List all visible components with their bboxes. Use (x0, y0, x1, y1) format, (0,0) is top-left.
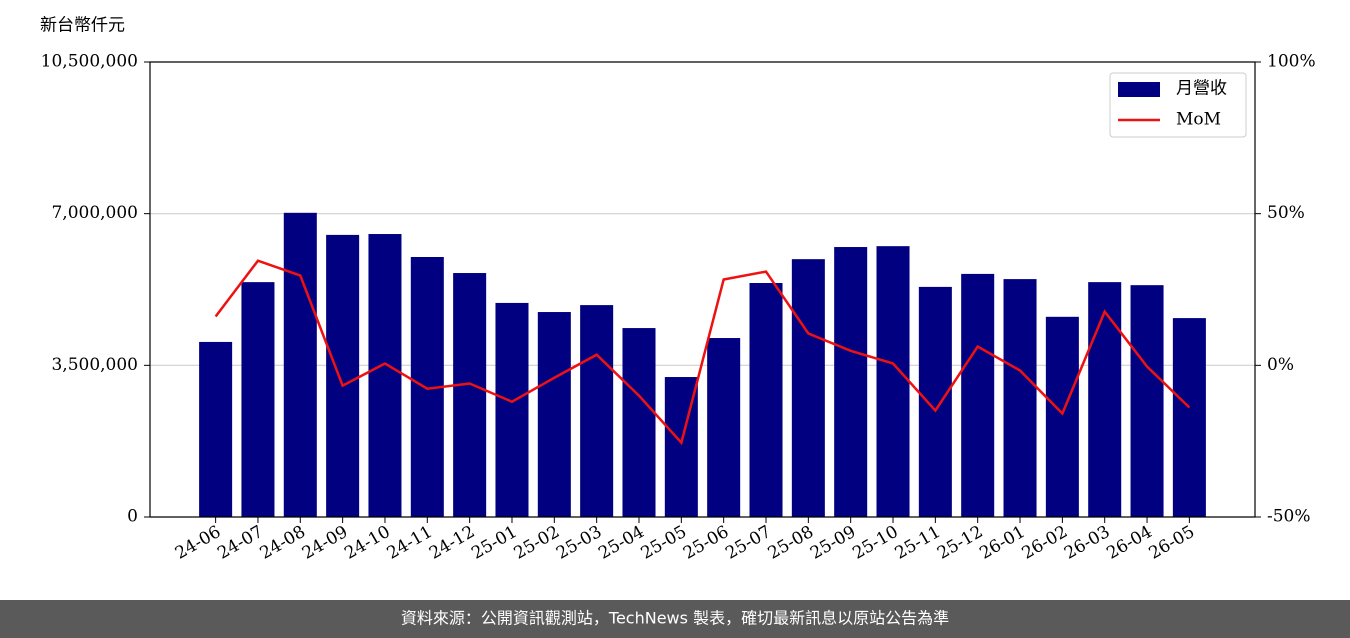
x-tick-label: 24-11 (384, 522, 436, 564)
x-tick-label: 25-01 (468, 522, 520, 564)
bar (1172, 318, 1206, 517)
x-tick-label: 24-06 (172, 522, 224, 564)
bar (918, 286, 952, 517)
y-tick-label: 7,000,000 (51, 203, 138, 223)
x-tick-label: 26-03 (1061, 522, 1113, 564)
x-tick-label: 25-06 (680, 522, 732, 564)
bar (580, 305, 614, 517)
line (214, 259, 1191, 446)
x-tick-label: 25-02 (511, 522, 563, 564)
x-tick-label: 24-09 (299, 522, 351, 564)
x-tick-label: 26-02 (1019, 522, 1071, 564)
bar (834, 247, 868, 518)
x-tick-label: 25-05 (638, 522, 690, 564)
y-tick-label: 0 (127, 507, 138, 527)
bar (1045, 316, 1079, 517)
y-axis-label: 新台幣仟元 (40, 16, 125, 36)
plot-frame (149, 61, 1256, 518)
y-tick-label: 3,500,000 (51, 355, 138, 375)
y2-tick-label: 0% (1267, 355, 1294, 375)
x-tick-label: 25-03 (553, 522, 605, 564)
bar (453, 273, 487, 517)
y2-tick-label: 100% (1267, 52, 1316, 72)
bar (876, 246, 910, 517)
bar (1003, 279, 1037, 517)
x-tick-label: 25-12 (934, 522, 986, 564)
x-tick-label: 24-12 (426, 522, 478, 564)
legend-swatch (1118, 82, 1160, 97)
x-tick-label: 26-04 (1103, 522, 1155, 564)
x-tick-label: 25-09 (807, 522, 859, 564)
bar (791, 259, 825, 517)
x-tick-label: 25-07 (722, 522, 774, 564)
bar (1130, 285, 1164, 517)
x-tick-label: 26-01 (976, 522, 1028, 564)
legend-label: 月營收 (1176, 79, 1227, 99)
bar (749, 283, 783, 517)
footer-text: 資料來源：公開資訊觀測站，TechNews 製表，確切最新訊息以原站公告為準 (401, 609, 949, 628)
x-tick-label: 25-08 (765, 522, 817, 564)
bar (326, 234, 360, 517)
bar (283, 212, 317, 518)
legend-label: MoM (1176, 110, 1221, 130)
x-tick-label: 25-11 (892, 522, 944, 564)
bar (241, 282, 275, 517)
bar (707, 338, 741, 517)
bar (1088, 282, 1122, 517)
footer-bar (0, 600, 1350, 638)
y-tick-label: 10,500,000 (41, 52, 138, 72)
bar (199, 341, 233, 517)
x-tick-label: 24-10 (341, 522, 393, 564)
y2-tick-label: -50% (1267, 507, 1311, 527)
bar (368, 234, 402, 518)
x-tick-label: 26-05 (1146, 522, 1198, 564)
y2-tick-label: 50% (1267, 203, 1305, 223)
x-tick-label: 24-07 (214, 522, 266, 564)
bar (622, 328, 656, 517)
x-tick-label: 24-08 (257, 522, 309, 564)
bar (537, 312, 571, 517)
bar (961, 273, 995, 517)
bar (495, 302, 529, 517)
x-tick-label: 25-04 (595, 522, 647, 564)
x-tick-label: 25-10 (849, 522, 901, 564)
